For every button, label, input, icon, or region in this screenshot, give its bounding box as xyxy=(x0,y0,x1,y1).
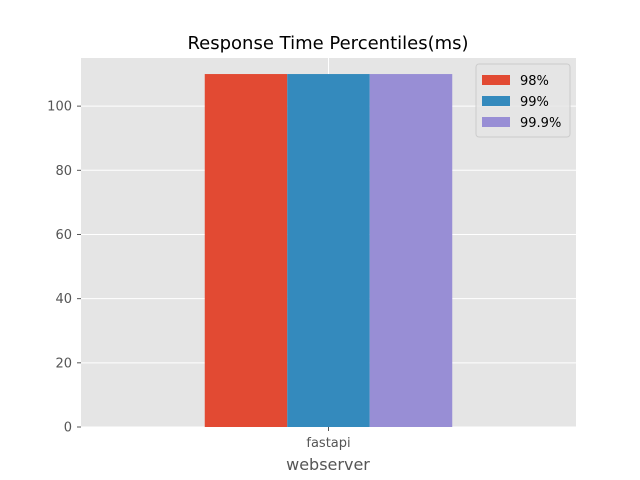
y-tick-label: 40 xyxy=(55,292,72,307)
chart-title: Response Time Percentiles(ms) xyxy=(187,33,468,54)
legend-label: 98% xyxy=(520,74,549,89)
bar xyxy=(287,74,370,427)
legend-swatch xyxy=(482,96,510,106)
legend-swatch xyxy=(482,117,510,127)
y-tick-label: 20 xyxy=(55,356,72,371)
y-tick-label: 0 xyxy=(64,421,72,436)
x-tick-label: fastapi xyxy=(306,436,350,451)
bar xyxy=(204,74,288,427)
legend: 98% 99% 99.9% xyxy=(475,63,571,138)
legend-swatch xyxy=(482,75,510,85)
bar xyxy=(369,74,453,427)
legend-label: 99.9% xyxy=(520,116,561,131)
y-axis: 0 20 40 60 80 100 xyxy=(47,100,81,436)
x-axis: fastapi xyxy=(306,427,351,451)
y-tick-label: 80 xyxy=(55,164,72,179)
bars xyxy=(204,74,453,427)
legend-label: 99% xyxy=(520,95,549,110)
x-axis-label: webserver xyxy=(286,455,370,474)
y-tick-label: 60 xyxy=(55,228,72,243)
y-tick-label: 100 xyxy=(47,100,72,115)
